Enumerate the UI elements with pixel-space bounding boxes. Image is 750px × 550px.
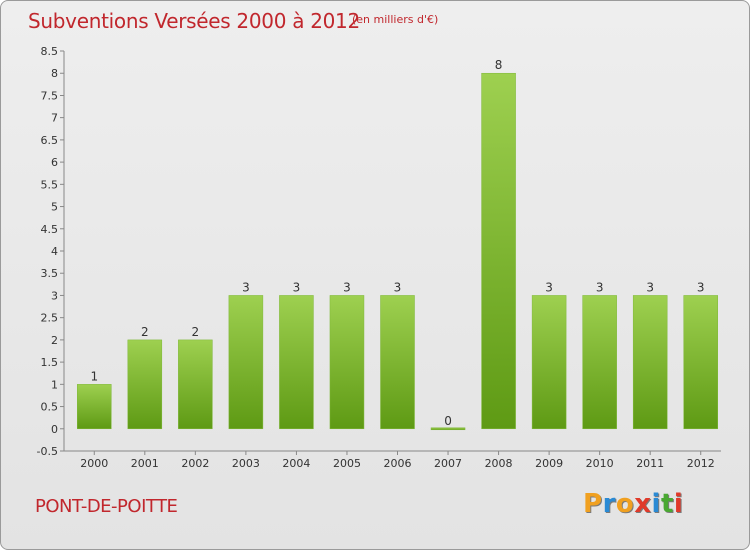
data-label-2011: 3 (646, 280, 654, 294)
proxiti-logo[interactable]: Proxiti (583, 489, 683, 519)
data-label-2004: 3 (293, 280, 301, 294)
bar-2000 (77, 384, 112, 430)
x-tick-label: 2007 (434, 457, 462, 470)
logo-letter: P (583, 489, 603, 519)
bar-2011 (632, 295, 668, 430)
data-label-2002: 2 (192, 325, 200, 339)
logo-letter: i (651, 489, 661, 519)
x-tick-label: 2001 (131, 457, 159, 470)
x-tick-label: 2005 (333, 457, 361, 470)
data-label-2003: 3 (242, 280, 250, 294)
bar-2006 (380, 295, 415, 430)
y-tick-label: 4 (51, 245, 58, 258)
y-tick-label: 1.5 (41, 356, 59, 369)
bar-2004 (279, 295, 314, 430)
bar-2005 (329, 295, 365, 430)
x-tick-label: 2010 (586, 457, 614, 470)
logo-letter: i (673, 489, 684, 519)
bar-2001 (127, 339, 163, 430)
bar-2008 (481, 72, 516, 430)
bar-2012 (683, 295, 718, 430)
bar-2003 (228, 295, 264, 430)
data-labels: 1 2 2 3 3 3 3 0 8 3 3 3 3 (90, 58, 704, 428)
y-tick-label: 5.5 (41, 178, 59, 191)
bar-2009 (531, 295, 567, 430)
x-tick-label: 2003 (232, 457, 260, 470)
y-tick-label: 2 (51, 334, 58, 347)
data-label-2005: 3 (343, 280, 351, 294)
y-tick-label: 2.5 (41, 312, 59, 325)
x-tick-label: 2009 (535, 457, 563, 470)
y-tick-label: -0.5 (37, 445, 58, 458)
data-label-2009: 3 (545, 280, 553, 294)
x-tick-label: 2002 (181, 457, 209, 470)
y-tick-label: 3.5 (41, 267, 59, 280)
data-label-2007: 0 (444, 414, 452, 428)
bars (77, 72, 718, 431)
bar-2002 (178, 339, 213, 430)
data-label-2006: 3 (394, 280, 402, 294)
data-label-2010: 3 (596, 280, 604, 294)
x-tick-label: 2000 (80, 457, 108, 470)
chart-unit-label: (en milliers d'€) (352, 13, 439, 26)
data-label-2001: 2 (141, 325, 149, 339)
axes: -0.5 0 0.5 1 1.5 2 2.5 3 3.5 4 4.5 5 5.5 6 6.5 7 7.5 8 8.5… (37, 45, 721, 470)
y-tick-label: 4.5 (41, 223, 59, 236)
bar-2007 (430, 427, 466, 431)
logo-letter: t (660, 489, 674, 519)
x-tick-label: 2012 (687, 457, 715, 470)
bar-2010 (582, 295, 617, 430)
data-label-2012: 3 (697, 280, 705, 294)
y-tick-label: 6.5 (41, 134, 59, 147)
y-tick-label: 1 (51, 378, 58, 391)
data-label-2000: 1 (90, 369, 98, 383)
x-tick-label: 2011 (636, 457, 664, 470)
logo-letter: r (602, 489, 616, 519)
chart-title: Subventions Versées 2000 à 2012 (28, 9, 360, 33)
commune-name: PONT-DE-POITTE (35, 496, 178, 517)
y-tick-label: 0 (51, 423, 58, 436)
y-tick-label: 5 (51, 201, 58, 214)
x-tick-label: 2006 (384, 457, 412, 470)
y-tick-label: 0.5 (41, 401, 59, 414)
x-tick-label: 2004 (282, 457, 310, 470)
y-tick-label: 8 (51, 67, 58, 80)
y-tick-label: 3 (51, 289, 58, 302)
y-tick-label: 8.5 (41, 45, 59, 58)
y-tick-label: 6 (51, 156, 58, 169)
logo-letter: o (615, 489, 635, 519)
y-tick-label: 7.5 (41, 89, 59, 102)
logo-letter: x (634, 489, 652, 519)
y-tick-label: 7 (51, 112, 58, 125)
data-label-2008: 8 (495, 58, 503, 72)
x-tick-label: 2008 (485, 457, 513, 470)
